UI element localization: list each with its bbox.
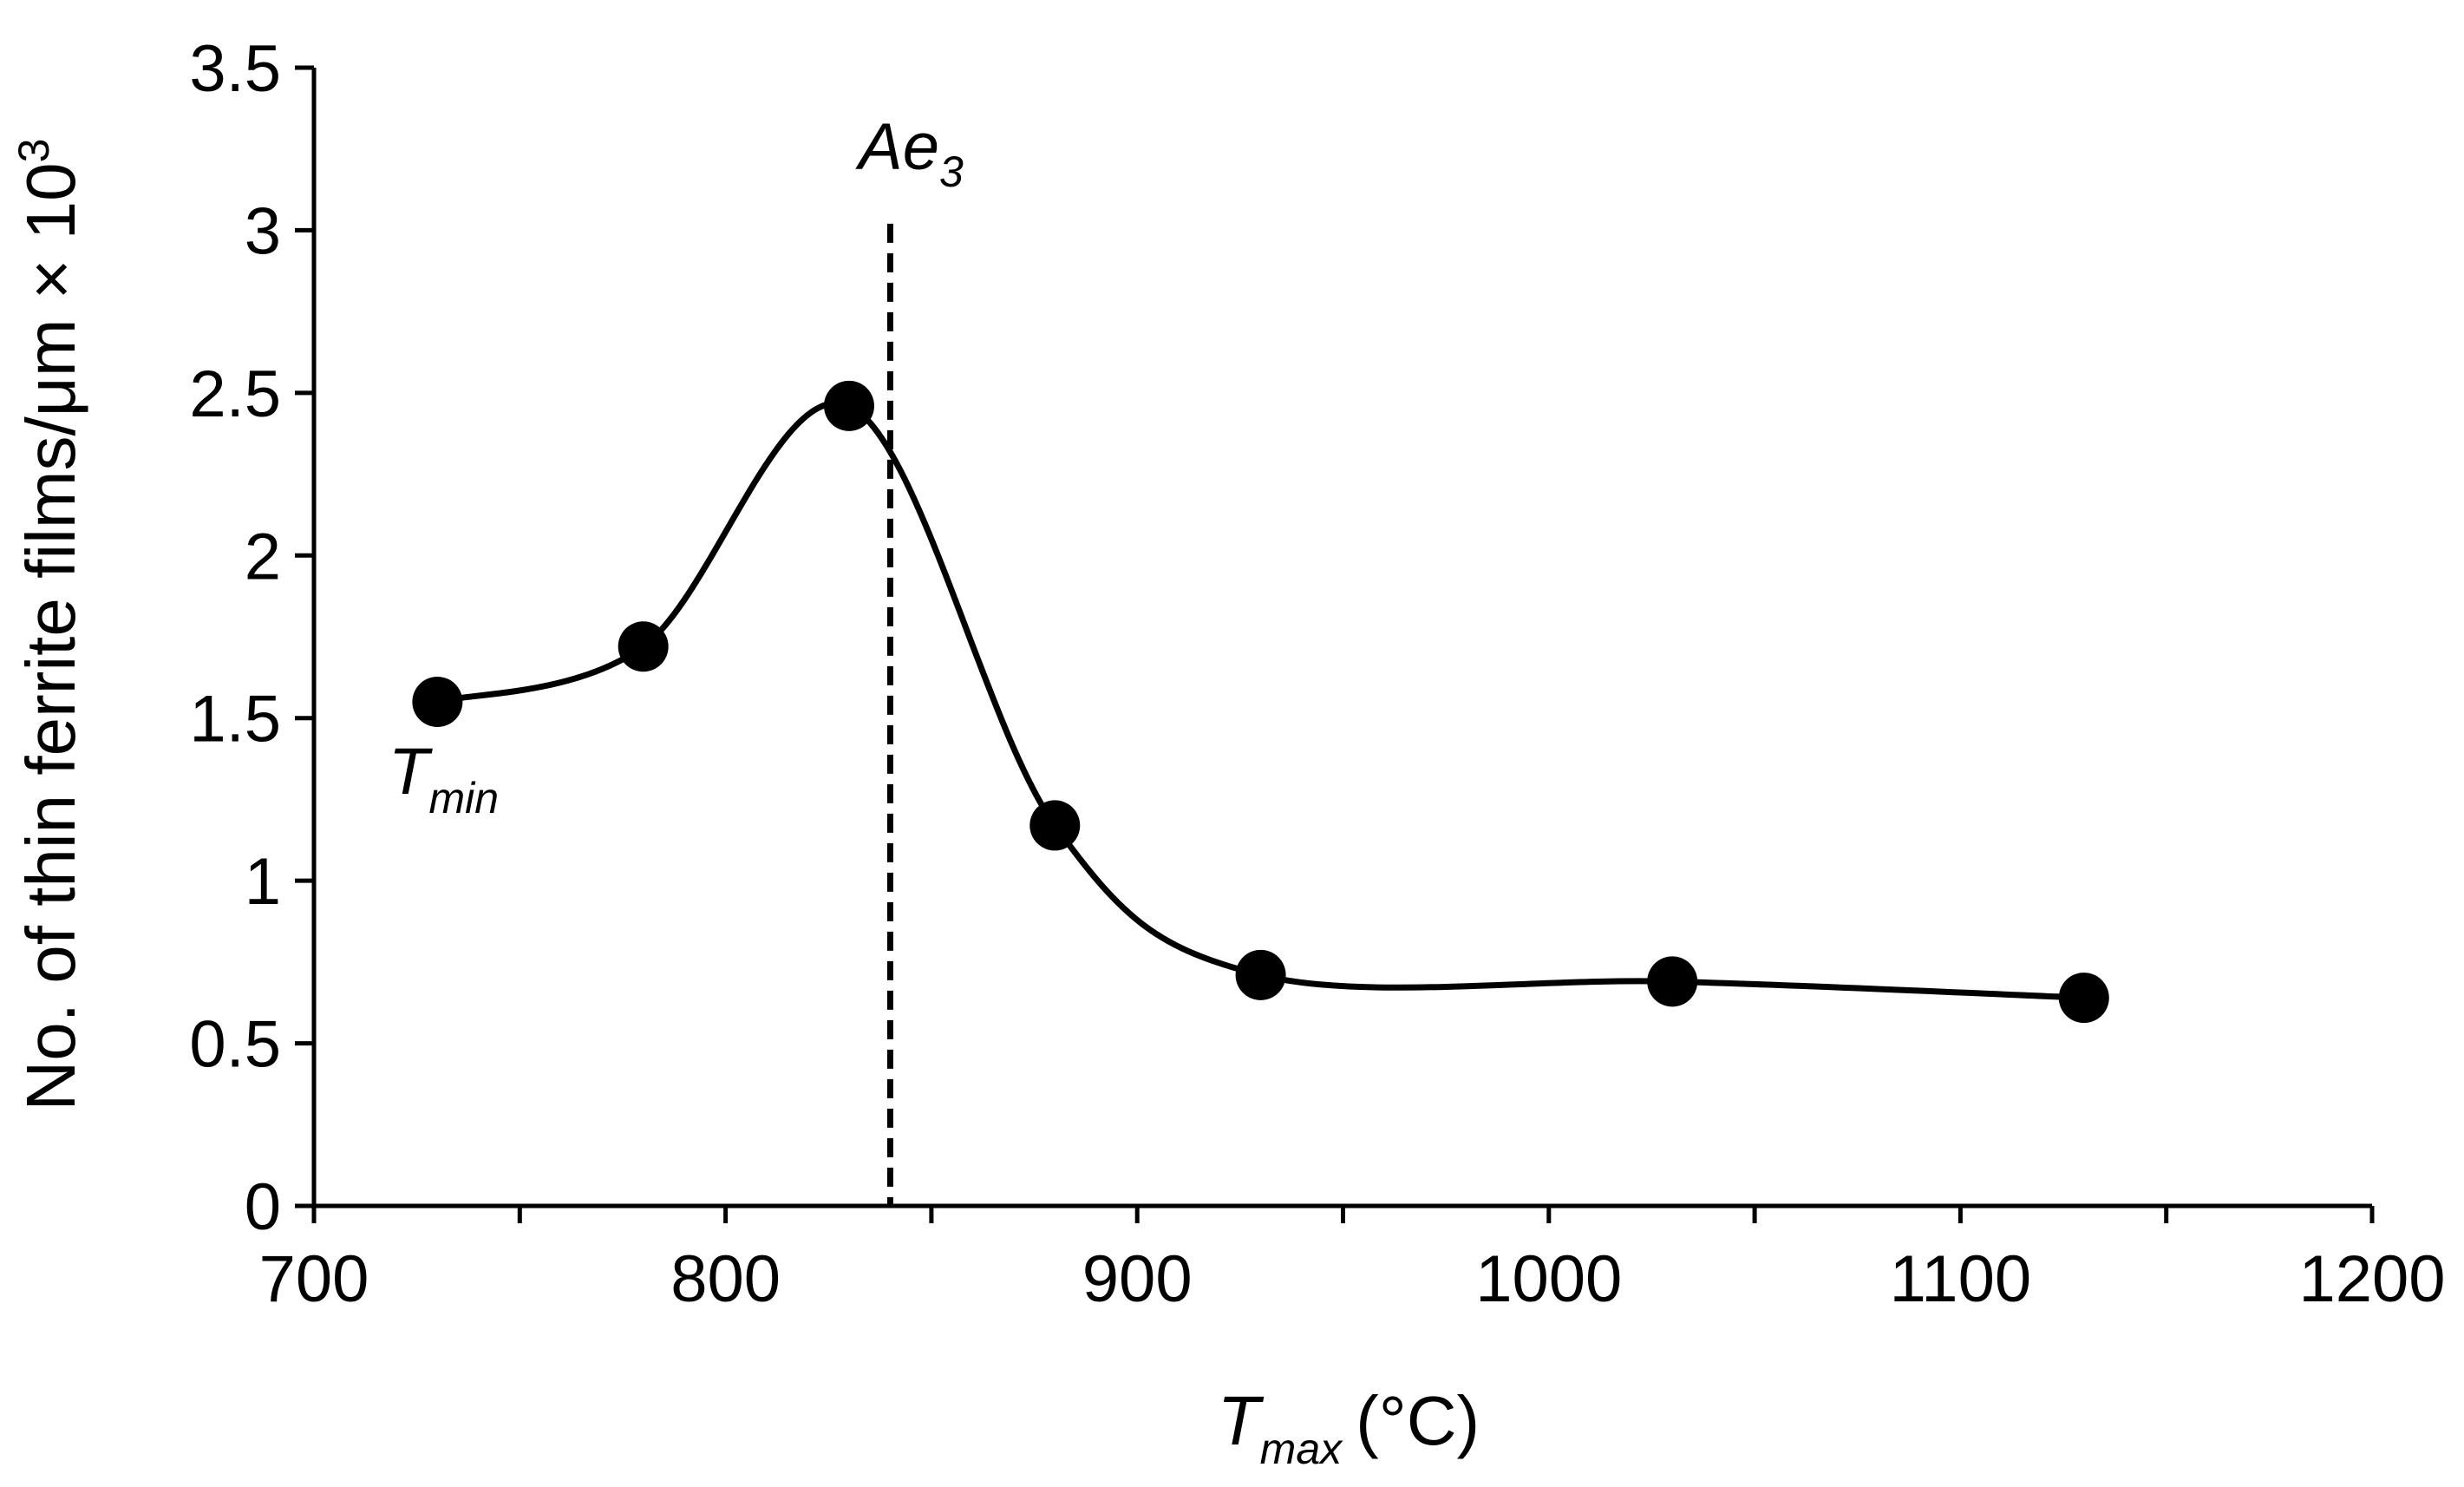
tmin-label-main: T [389,735,433,809]
x-tick-label: 1200 [2298,1242,2445,1316]
data-point [1647,956,1698,1007]
data-point [1235,949,1286,1000]
x-axis-title: Tmax (°C) [1218,1382,1480,1473]
series [412,380,2109,1024]
tmin-label-subscript: min [428,774,499,822]
y-axis-title: No. of thin ferrite films/μm × 103 [10,139,89,1111]
series-line [436,400,2084,1001]
data-point [412,676,463,727]
y-tick-label: 1.5 [189,683,281,757]
y-axis-title-main: No. of thin ferrite films/μm × 10 [12,162,89,1110]
y-tick-label: 1 [245,845,281,919]
ae3-annotation-label: Ae3 [855,110,964,196]
x-axis-title-unit: (°C) [1356,1382,1480,1459]
y-tick-label: 0 [245,1170,281,1244]
x-tick-label: 700 [259,1242,369,1316]
x-tick-label: 1100 [1890,1242,2031,1316]
y-tick-label: 3 [245,194,281,268]
axes: 0 0.5 1 1.5 2 2.5 3 3.5 700 800 900 1000 1100 1200 [189,32,2445,1316]
x-axis-title-subscript: max [1260,1425,1343,1473]
ae3-label-subscript: 3 [939,147,964,196]
x-tick-label: 800 [670,1242,781,1316]
data-point [1029,800,1081,851]
data-point [618,621,669,672]
x-axis-title-main: T [1218,1382,1265,1459]
y-tick-label: 3.5 [189,32,281,106]
x-tick-label: 900 [1082,1242,1193,1316]
y-axis-title-superscript: 3 [10,139,58,163]
y-tick-label: 0.5 [189,1008,281,1082]
y-tick-label: 2 [245,520,281,593]
x-tick-label: 1000 [1475,1242,1622,1316]
data-point [2058,973,2109,1024]
y-tick-label: 2.5 [189,357,281,431]
tmin-annotation-label: Tmin [389,735,499,822]
data-point [823,380,874,431]
ae3-label-main: Ae [855,110,939,184]
